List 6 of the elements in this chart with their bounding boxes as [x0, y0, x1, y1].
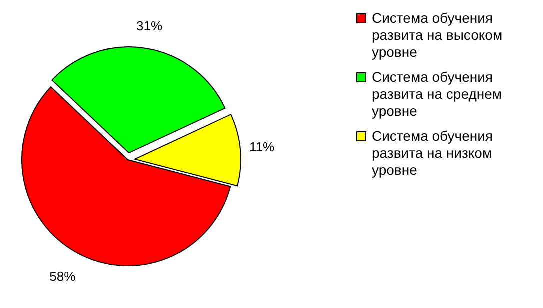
data-label: 58%	[50, 269, 76, 284]
legend-label: Система обучения развита на высоком уровне	[372, 10, 503, 60]
data-label: 31%	[136, 18, 164, 34]
data-label: 11%	[250, 139, 276, 154]
legend-label: Система обучения развита на низком уровне	[372, 128, 493, 178]
legend-label: Система обучения развита на среднем уровне	[372, 69, 502, 119]
